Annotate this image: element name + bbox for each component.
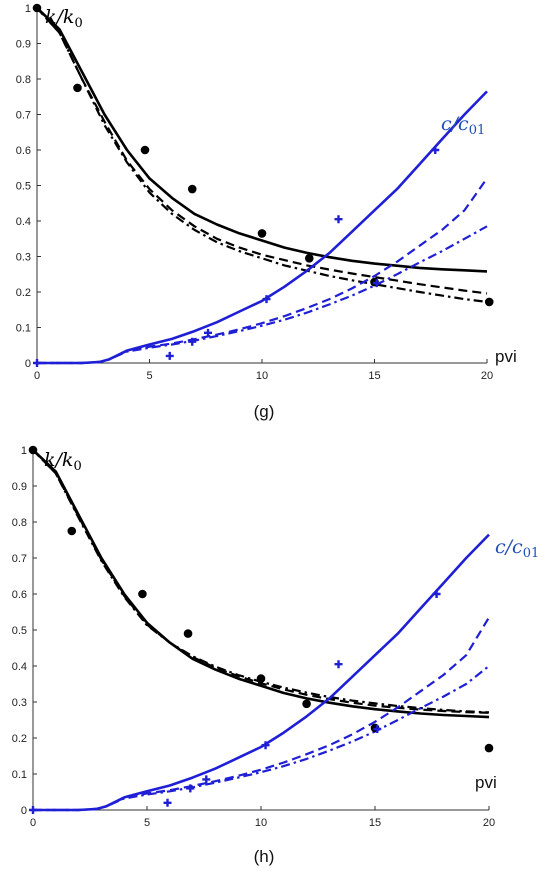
x-tick-label: 20 (481, 370, 493, 382)
c-data-point (188, 337, 197, 346)
x-tick-label: 0 (30, 817, 36, 829)
series-line-c-dashdot (37, 225, 488, 365)
c-data-point (33, 359, 41, 367)
c-data-point (334, 660, 343, 669)
y-tick-label: 0.2 (12, 733, 27, 745)
y-tick-label: 0 (21, 805, 27, 817)
y-tick-label: 0.6 (16, 145, 31, 157)
c-data-point (432, 590, 441, 598)
x-tick-label: 20 (483, 817, 495, 829)
y-tick-label: 0.8 (16, 74, 31, 86)
c-data-point (372, 279, 381, 288)
k-data-point (183, 629, 193, 638)
k-data-point (484, 297, 494, 307)
c-data-point (204, 328, 212, 337)
x-tick-label: 15 (369, 817, 381, 829)
k-ratio-label: k/k0 (45, 6, 83, 31)
series-line-c-solid (33, 533, 490, 812)
x-tick-label: 15 (368, 370, 380, 382)
chart-panel-h: 0 5 10 15 20 0 0.1 0.2 0.3 0.4 0.5 0.6 0.7 0.8 0.9 1 k/k… (12, 445, 540, 866)
c-data-point (261, 741, 270, 750)
k-data-point (67, 526, 77, 536)
y-tick-label: 0.5 (12, 625, 27, 637)
c-data-point (262, 295, 271, 304)
k-data-point (257, 229, 267, 238)
series-line-c-dashdot (33, 665, 490, 812)
c-ratio-label: c/c01 (495, 536, 539, 561)
k-data-point (187, 184, 197, 194)
series-line-k-dashdot (32, 449, 490, 714)
c-data-point (29, 806, 37, 814)
c-data-point (373, 725, 382, 733)
x-tick-label: 5 (144, 817, 150, 829)
y-tick-label: 0.6 (12, 589, 27, 601)
c-data-point (186, 784, 195, 793)
y-tick-label: 0.7 (12, 553, 27, 565)
y-tick-label: 0.3 (16, 252, 31, 264)
c-data-point (163, 798, 172, 807)
series-line-c-dash (37, 177, 488, 365)
c-data-point (165, 351, 174, 360)
y-tick-label: 0.1 (16, 323, 31, 335)
x-tick-label: 10 (256, 370, 268, 382)
panel-caption: (g) (254, 402, 275, 421)
k-data-point (484, 743, 494, 753)
y-tick-label: 0.7 (16, 110, 31, 122)
y-tick-label: 0.1 (12, 769, 27, 781)
y-tick-label: 0 (25, 358, 31, 370)
chart-panel-g: 0 5 10 15 20 0 0.1 0.2 0.3 0.4 0.5 0.6 0.7 0.8 0.9 1 k/k… (16, 3, 517, 421)
y-tick-label: 0.9 (16, 39, 31, 51)
k-data-point (256, 674, 266, 683)
y-tick-label: 1 (21, 445, 27, 457)
k-data-point (28, 445, 38, 455)
k-data-point (138, 589, 147, 599)
c-data-point (202, 775, 211, 784)
series-line-k-dash (36, 7, 488, 295)
x-tick-label: 0 (34, 370, 40, 382)
k-data-point (302, 699, 311, 709)
k-data-point (304, 253, 314, 263)
x-axis-label: pvi (475, 773, 497, 792)
x-axis-label: pvi (495, 347, 517, 366)
k-data-point (73, 83, 82, 93)
y-tick-label: 0.2 (16, 287, 31, 299)
y-tick-label: 0.4 (12, 661, 27, 673)
y-tick-label: 0.4 (16, 216, 31, 228)
k-ratio-label: k/k0 (44, 449, 82, 474)
c-data-point (334, 215, 343, 224)
k-data-point (140, 145, 150, 155)
series-line-k-dash (32, 449, 490, 714)
series-line-k-dashdot (36, 7, 488, 303)
x-tick-label: 10 (255, 817, 267, 829)
panel-caption: (h) (254, 847, 275, 866)
y-tick-label: 0.9 (12, 481, 27, 493)
y-tick-label: 0.8 (12, 517, 27, 529)
x-tick-label: 5 (146, 370, 152, 382)
y-tick-label: 0.3 (12, 697, 27, 709)
c-ratio-label: c/c01 (441, 113, 485, 138)
k-data-point (32, 3, 42, 13)
y-tick-label: 0.5 (16, 181, 31, 193)
c-data-point (431, 146, 440, 154)
y-tick-label: 1 (25, 3, 31, 15)
